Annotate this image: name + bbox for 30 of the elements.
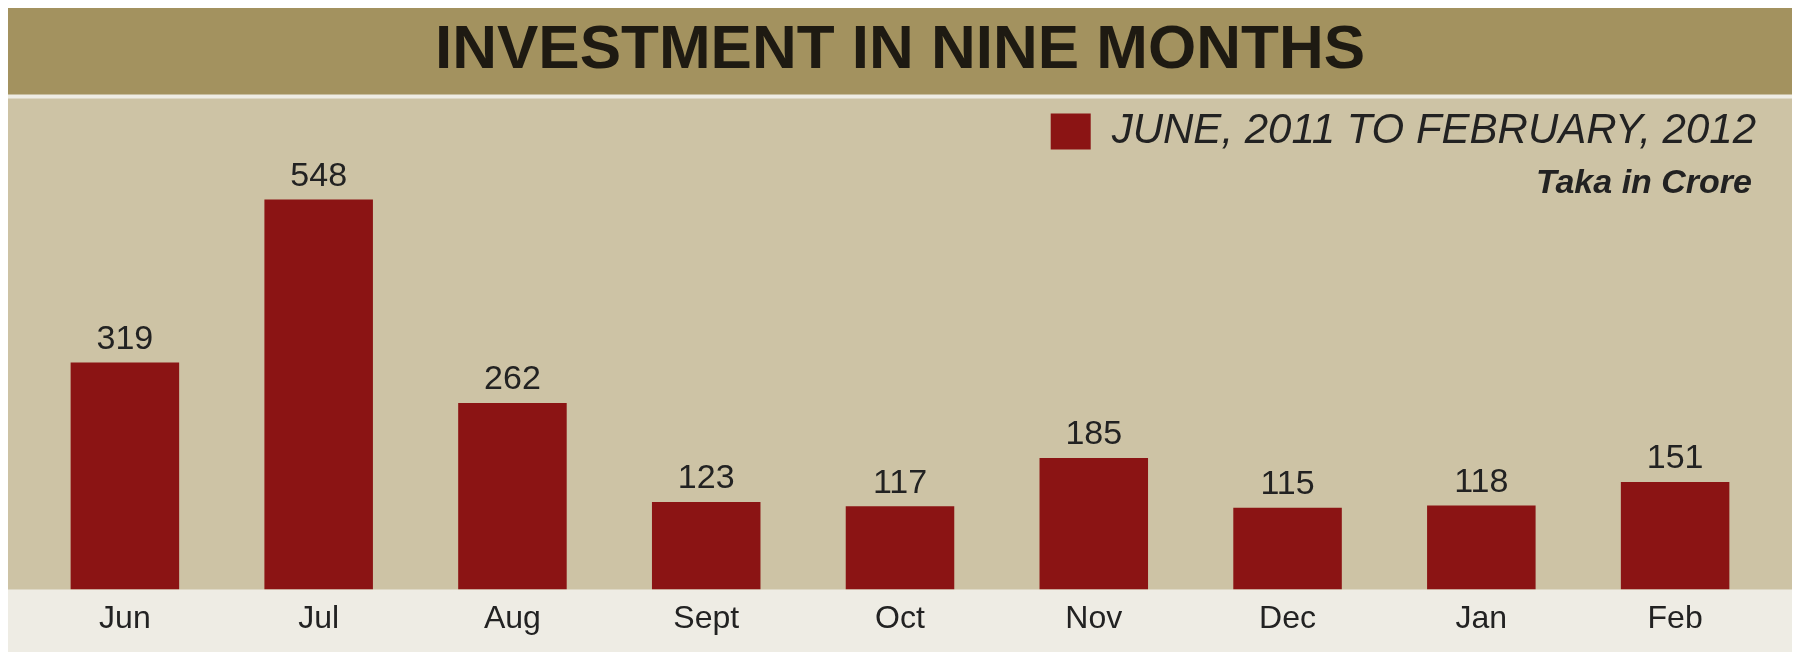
x-tick-label: Jan	[1455, 598, 1508, 635]
data-label: 151	[1646, 437, 1704, 476]
x-tick-label: Jun	[99, 598, 151, 635]
bar	[70, 362, 180, 590]
bar	[1233, 507, 1342, 590]
x-tick-label: Nov	[1065, 598, 1123, 635]
x-tick-label: Jul	[298, 598, 340, 635]
data-label: 319	[96, 317, 154, 356]
annotation: Taka in Crore	[1535, 161, 1752, 200]
chart-title: INVESTMENT IN NINE MONTHS	[434, 12, 1366, 82]
data-label: 262	[484, 358, 541, 397]
bar	[264, 199, 373, 590]
data-label: 118	[1454, 460, 1509, 499]
bar	[1620, 482, 1730, 590]
x-tick-label: Dec	[1259, 598, 1317, 635]
x-tick-label: Aug	[483, 598, 541, 635]
data-label: 185	[1065, 413, 1123, 452]
bar	[845, 506, 955, 590]
x-tick-label: Sept	[673, 598, 740, 635]
legend-label: JUNE, 2011 TO FEBRUARY, 2012	[1110, 105, 1756, 153]
x-tick-label: Feb	[1647, 598, 1703, 635]
bar	[1427, 505, 1536, 590]
data-label: 548	[290, 154, 348, 193]
data-label: 117	[872, 461, 928, 500]
bar	[651, 502, 761, 590]
data-label: 115	[1260, 463, 1315, 502]
bar	[1039, 457, 1149, 590]
x-tick-label: Oct	[875, 598, 925, 635]
bar	[458, 403, 567, 590]
data-label: 123	[677, 457, 735, 496]
